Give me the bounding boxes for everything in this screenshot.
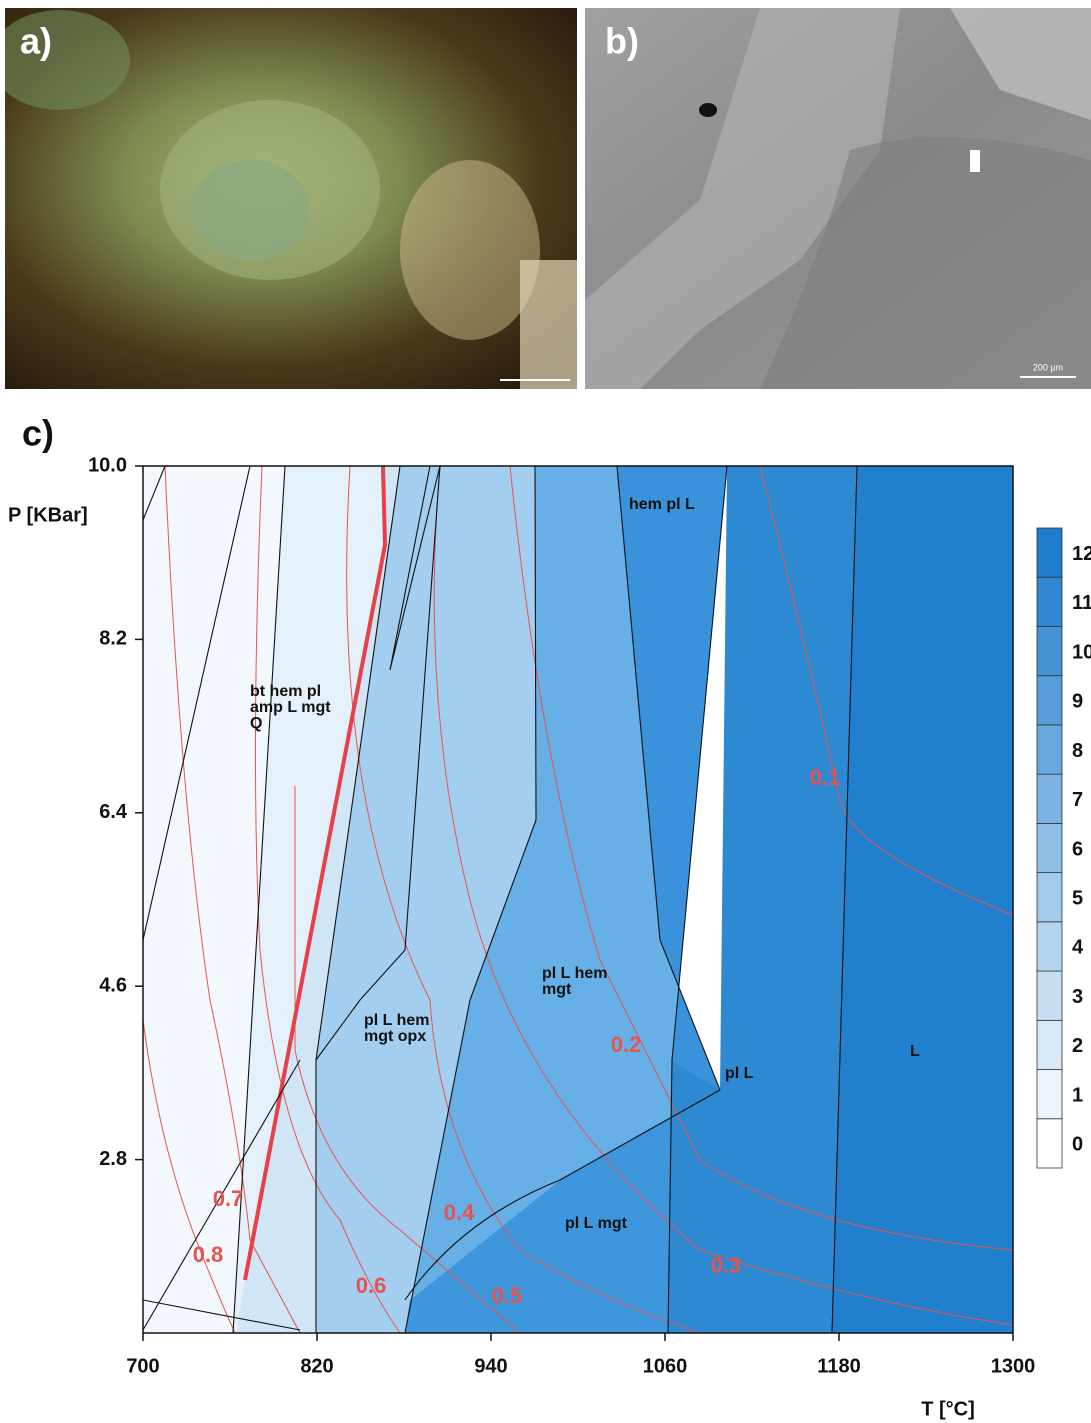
colorbar-swatch bbox=[1037, 1070, 1062, 1119]
colorbar-label: 7 bbox=[1072, 789, 1083, 811]
y-axis-label: P [KBar] bbox=[8, 504, 88, 526]
field-label: mgt bbox=[542, 981, 572, 998]
field-label: amp L mgt bbox=[250, 699, 331, 716]
colorbar-label: 3 bbox=[1072, 986, 1083, 1008]
scale-bar-label: 200 µm bbox=[1033, 362, 1063, 372]
colorbar-swatch bbox=[1037, 971, 1062, 1020]
y-tick-label: 10.0 bbox=[88, 454, 127, 476]
colorbar-swatch bbox=[1037, 528, 1062, 577]
colorbar-label: 8 bbox=[1072, 740, 1083, 762]
colorbar-label: 2 bbox=[1072, 1035, 1083, 1057]
field-label: pl L mgt bbox=[565, 1215, 628, 1232]
field-label: Q bbox=[250, 715, 262, 732]
contour-label: 0.6 bbox=[356, 1273, 387, 1298]
colorbar-swatch bbox=[1037, 922, 1062, 971]
contour-label: 0.3 bbox=[711, 1253, 742, 1278]
x-tick-label: 940 bbox=[474, 1355, 507, 1377]
field-label: pl L hem bbox=[364, 1012, 430, 1029]
colorbar-label: 10 bbox=[1072, 641, 1091, 663]
x-tick-label: 820 bbox=[300, 1355, 333, 1377]
colorbar-label: 12 bbox=[1072, 543, 1091, 565]
contour-label: 0.1 bbox=[810, 765, 841, 790]
colorbar-label: 0 bbox=[1072, 1134, 1083, 1156]
y-tick-label: 6.4 bbox=[99, 801, 128, 823]
contour-label: 0.8 bbox=[193, 1242, 224, 1267]
colorbar-label: 4 bbox=[1072, 937, 1084, 959]
colorbar-label: 11 bbox=[1072, 592, 1091, 614]
phase-fields bbox=[143, 466, 1013, 1333]
panel-label: b) bbox=[605, 21, 639, 62]
field-label: mgt opx bbox=[364, 1028, 426, 1045]
field-label: bt hem pl bbox=[250, 683, 321, 700]
colorbar-swatch bbox=[1037, 1119, 1062, 1168]
colorbar-swatch bbox=[1037, 577, 1062, 626]
field-label: L bbox=[910, 1043, 920, 1060]
colorbar-label: 6 bbox=[1072, 838, 1083, 860]
colorbar-label: 1 bbox=[1072, 1084, 1083, 1106]
colorbar-swatch bbox=[1037, 725, 1062, 774]
panel-label: a) bbox=[20, 21, 52, 62]
y-tick-label: 8.2 bbox=[99, 628, 127, 650]
field-label: hem pl L bbox=[629, 496, 695, 513]
contour-label: 0.7 bbox=[213, 1186, 244, 1211]
x-tick-label: 1180 bbox=[817, 1355, 860, 1377]
contour-label: 0.4 bbox=[444, 1200, 475, 1225]
micrograph-b: 200 µm b) bbox=[585, 8, 1091, 389]
colorbar-swatch bbox=[1037, 626, 1062, 675]
figure: a) 200 µm b) c) bbox=[0, 0, 1091, 1423]
contour-label: 0.2 bbox=[611, 1032, 642, 1057]
field-label: pl L bbox=[725, 1065, 754, 1082]
colorbar-label: 9 bbox=[1072, 691, 1083, 713]
x-tick-label: 1060 bbox=[643, 1355, 688, 1377]
colorbar-swatch bbox=[1037, 823, 1062, 872]
colorbar-label: 5 bbox=[1072, 888, 1083, 910]
colorbar-swatch bbox=[1037, 676, 1062, 725]
panel-label: c) bbox=[22, 413, 54, 454]
x-tick-label: 1300 bbox=[991, 1355, 1036, 1377]
y-tick-label: 4.6 bbox=[99, 974, 127, 996]
x-tick-label: 700 bbox=[126, 1355, 159, 1377]
field-label: pl L hem bbox=[542, 965, 608, 982]
y-tick-label: 2.8 bbox=[99, 1148, 127, 1170]
colorbar-swatch bbox=[1037, 873, 1062, 922]
micrograph-a: a) bbox=[0, 8, 580, 390]
colorbar-swatch bbox=[1037, 1020, 1062, 1069]
x-axis-label: T [°C] bbox=[921, 1398, 975, 1420]
colorbar-swatch bbox=[1037, 774, 1062, 823]
contour-label: 0.5 bbox=[492, 1283, 523, 1308]
